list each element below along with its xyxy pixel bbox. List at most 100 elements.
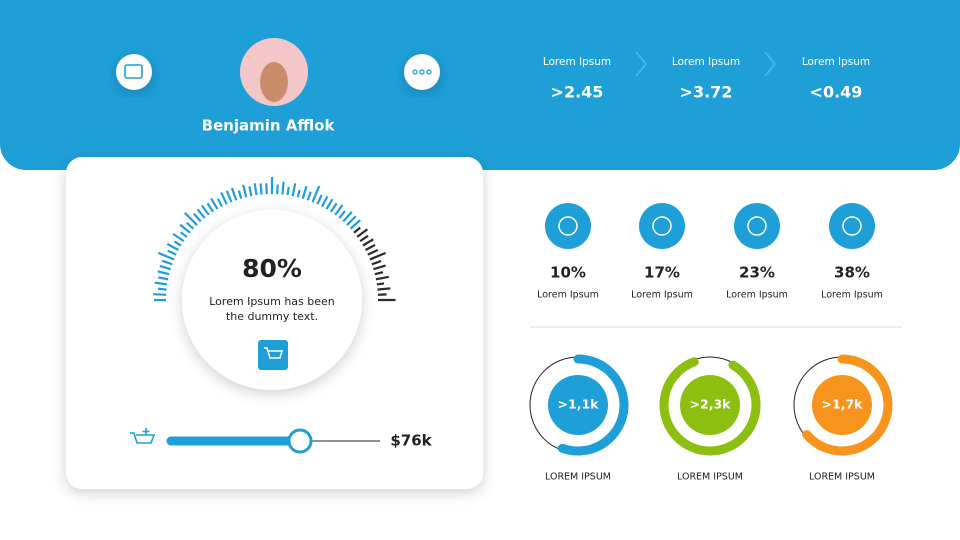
gauge-tick [220, 192, 228, 205]
metric-icon [545, 203, 591, 249]
ring-arc [557, 354, 629, 456]
stat-label: Lorem Ipsum [672, 56, 740, 68]
stat-value: <0.49 [810, 83, 863, 102]
ring-core [680, 375, 740, 435]
gauge-tick [196, 208, 206, 219]
stat-label: Lorem Ipsum [802, 56, 870, 68]
metric-label: Lorem Ipsum [537, 290, 599, 301]
gauge-ticks [153, 176, 396, 302]
ring-value: >2,3k [690, 397, 732, 412]
cart-button[interactable] [258, 340, 288, 370]
metric-glyph [842, 216, 862, 236]
gauge-tick [316, 194, 323, 205]
gauge-tick [376, 282, 385, 286]
metric-glyph [558, 216, 578, 236]
gauge-tick [225, 190, 233, 203]
metric-icon [734, 203, 780, 249]
header-band [0, 0, 960, 170]
gauge-tick [329, 202, 338, 213]
metric-glyph [747, 216, 767, 236]
gauge-tick [242, 184, 248, 198]
more-button[interactable] [404, 54, 440, 90]
gauge-tick [179, 223, 191, 234]
gauge-tick [173, 240, 182, 247]
gauge-tick [159, 264, 171, 271]
gauge-text: Lorem Ipsum has been the dummy text. [209, 295, 335, 323]
wallet-icon [124, 64, 143, 79]
gauge-tick [356, 228, 369, 238]
gauge-tick [296, 189, 301, 198]
avatar-face [260, 62, 288, 102]
gauge-tick [206, 202, 215, 213]
wallet-button[interactable] [116, 54, 152, 90]
ring-core [812, 375, 872, 435]
gauge-tick [342, 211, 353, 223]
gauge-tick [201, 204, 210, 216]
stat-value: >2.45 [551, 83, 604, 102]
gauge-tick [184, 212, 198, 226]
gauge-tick [359, 234, 369, 243]
gauge-tick [367, 248, 379, 256]
gauge-tick [349, 219, 361, 230]
gauge-tick [369, 251, 386, 261]
gauge-tick [158, 276, 169, 281]
gauge-tick [375, 275, 389, 281]
gauge-tick [265, 183, 268, 195]
gauge-tick [338, 210, 346, 219]
gauge-tick [371, 259, 382, 266]
metric-value: 10% [550, 264, 586, 282]
gauge-tick [216, 198, 224, 208]
gauge-tick [353, 226, 361, 234]
metric-icon [829, 203, 875, 249]
gauge-tick [325, 198, 334, 210]
ring-core [548, 375, 608, 435]
gauge-tick [180, 231, 188, 238]
ring-label: LOREM IPSUM [545, 472, 611, 483]
gauge-tick [167, 249, 177, 256]
gauge-tick [311, 185, 321, 203]
gauge-tick [281, 181, 285, 195]
slider-knob[interactable] [287, 428, 313, 454]
gauge-tick [291, 183, 297, 197]
gauge-tick [157, 251, 175, 261]
price: $76k [390, 432, 432, 450]
gauge-tick [192, 212, 202, 223]
gauge-tick [210, 197, 219, 210]
ring-arc [802, 354, 893, 456]
add-cart-icon [130, 428, 156, 444]
ring-label: LOREM IPSUM [809, 472, 875, 483]
gauge-tick [185, 221, 195, 230]
metric-value: 23% [739, 264, 775, 282]
gauge-tick [301, 185, 308, 199]
gauge-tick [306, 191, 312, 201]
metric-icon [639, 203, 685, 249]
stat-value: >3.72 [680, 83, 733, 102]
metric-value: 38% [834, 264, 870, 282]
gauge-tick [166, 243, 180, 252]
gauge-tick [362, 238, 374, 247]
gauge-tick [259, 183, 263, 195]
gauge-tick [161, 259, 173, 266]
gauge-tick [230, 187, 238, 201]
chevrons [635, 51, 776, 77]
gauge-tick [374, 271, 384, 276]
gauge-tick [346, 215, 357, 226]
gauge-tick [334, 204, 344, 216]
gauge-inner [182, 210, 362, 390]
gauge-tick [320, 195, 329, 208]
metric-glyph [652, 216, 672, 236]
gauge-tick [237, 190, 243, 199]
ring-value: >1,7k [822, 397, 864, 412]
gauge-tick [172, 232, 185, 243]
metric-label: Lorem Ipsum [726, 290, 788, 301]
profile-name: Benjamin Afflok [202, 117, 336, 135]
gauge-tick [157, 270, 170, 276]
ring-arc [659, 357, 761, 456]
gauge-tick [153, 293, 167, 296]
metric-label: Lorem Ipsum [821, 290, 883, 301]
more-dots [412, 69, 432, 75]
stat-label: Lorem Ipsum [543, 56, 611, 68]
cart-icon [264, 347, 283, 359]
